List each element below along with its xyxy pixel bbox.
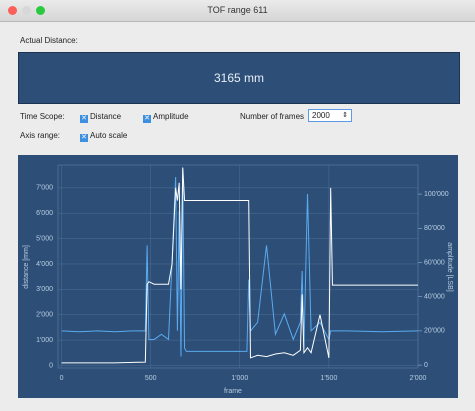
frames-label: Number of frames — [240, 112, 305, 121]
checkbox-box: ✕ — [143, 115, 151, 123]
distance-checkbox[interactable]: ✕ Distance — [80, 112, 121, 123]
checkbox-label: Auto scale — [90, 131, 128, 140]
y2-tick-label: 60'000 — [424, 259, 445, 266]
chart-background — [18, 155, 458, 398]
y2-tick-label: 80'000 — [424, 225, 445, 232]
series-line — [61, 167, 418, 364]
x-tick-label: 1'000 — [231, 375, 248, 382]
y-tick-label: 6'000 — [36, 210, 53, 217]
distance-display: 3165 mm — [18, 52, 460, 104]
checkbox-label: Amplitude — [153, 112, 189, 121]
title-bar: TOF range 611 — [0, 0, 475, 22]
y-tick-label: 3'000 — [36, 286, 53, 293]
y-tick-label: 0 — [49, 362, 53, 369]
display-label: Actual Distance: — [20, 36, 78, 45]
y-tick-label: 5'000 — [36, 235, 53, 242]
y2-axis-label: amplitude [LSB] — [446, 242, 453, 291]
window-title: TOF range 611 — [207, 5, 268, 15]
spinbox-arrows[interactable]: ⇕ — [342, 112, 348, 119]
minimize-button[interactable] — [22, 6, 31, 15]
time-scope-label: Time Scope: — [20, 112, 65, 121]
y-axis-label: distance [mm] — [23, 245, 30, 289]
y2-tick-label: 0 — [424, 362, 428, 369]
checkbox-label: Distance — [90, 112, 122, 121]
x-tick-label: 500 — [145, 375, 157, 382]
series-line — [61, 168, 419, 357]
y2-tick-label: 100'000 — [424, 191, 449, 198]
x-tick-label: 1'500 — [320, 375, 337, 382]
y2-tick-label: 40'000 — [424, 294, 445, 301]
y-tick-label: 1'000 — [36, 337, 53, 344]
x-tick-label: 2'000 — [410, 375, 427, 382]
x-axis-label: frame — [224, 388, 242, 395]
y-tick-label: 2'000 — [36, 312, 53, 319]
checkbox-box: ✕ — [80, 134, 88, 142]
amplitude-checkbox[interactable]: ✕ Amplitude — [143, 112, 189, 123]
y-tick-label: 7'000 — [36, 185, 53, 192]
y2-tick-label: 20'000 — [424, 328, 445, 335]
spinbox-value: 2000 — [312, 111, 330, 120]
x-tick-label: 0 — [60, 375, 64, 382]
chart: frame distance [mm] amplitude [LSB] 0 1'0… — [18, 155, 458, 398]
frames-spinbox[interactable]: 2000 ⇕ — [308, 109, 352, 122]
y-tick-label: 4'000 — [36, 261, 53, 268]
zoom-button[interactable] — [36, 6, 45, 15]
auto-scale-checkbox[interactable]: ✕ Auto scale — [80, 131, 127, 142]
checkbox-box: ✕ — [80, 115, 88, 123]
close-button[interactable] — [8, 6, 17, 15]
axis-range-label: Axis range: — [20, 131, 61, 140]
